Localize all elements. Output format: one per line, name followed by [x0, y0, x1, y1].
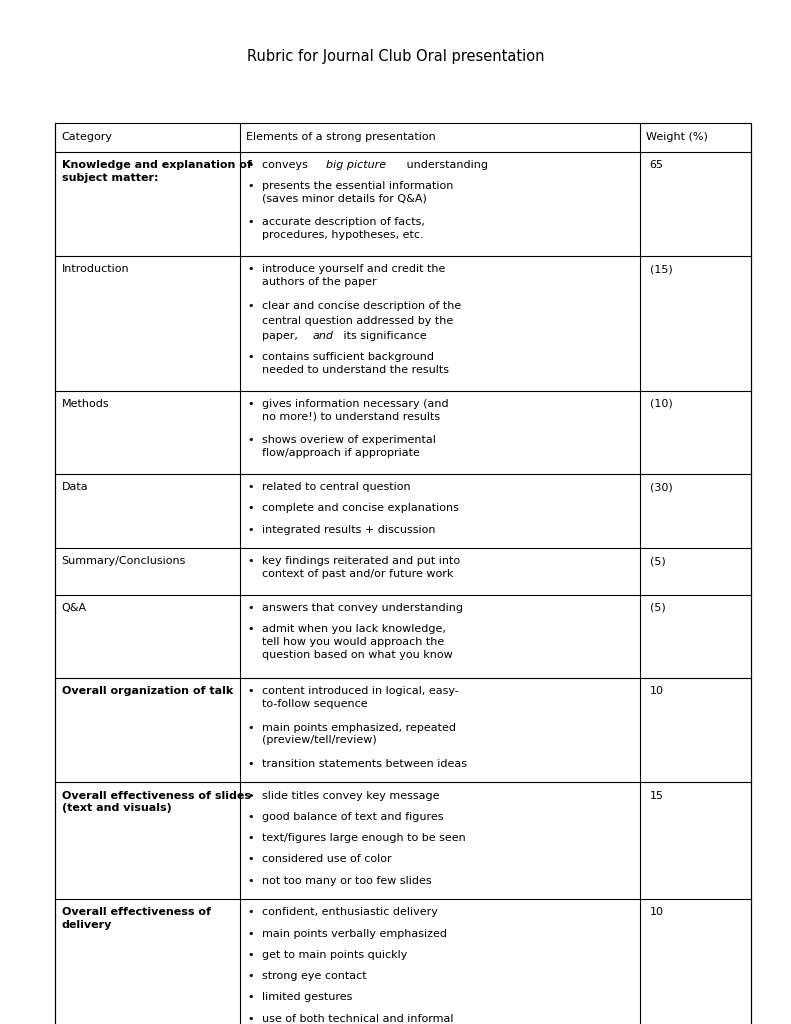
Text: accurate description of facts,
procedures, hypotheses, etc.: accurate description of facts, procedure… [262, 217, 425, 241]
Text: •: • [248, 160, 254, 170]
Text: key findings reiterated and put into
context of past and/or future work: key findings reiterated and put into con… [262, 556, 460, 579]
Text: •: • [248, 929, 254, 939]
Text: •: • [248, 992, 254, 1002]
Text: slide titles convey key message: slide titles convey key message [262, 791, 440, 801]
Text: and: and [312, 331, 334, 341]
Text: Q&A: Q&A [62, 603, 87, 613]
Text: •: • [248, 625, 254, 634]
Text: Category: Category [62, 132, 112, 142]
Text: •: • [248, 834, 254, 843]
Text: •: • [248, 1014, 254, 1024]
Text: get to main points quickly: get to main points quickly [262, 950, 407, 959]
Text: •: • [248, 812, 254, 822]
Text: related to central question: related to central question [262, 482, 411, 493]
Text: •: • [248, 504, 254, 513]
Text: text/figures large enough to be seen: text/figures large enough to be seen [262, 834, 466, 843]
Text: central question addressed by the: central question addressed by the [262, 315, 453, 326]
Text: •: • [248, 686, 254, 696]
Text: •: • [248, 482, 254, 493]
Text: (30): (30) [649, 482, 672, 493]
Text: (15): (15) [649, 264, 672, 274]
Text: admit when you lack knowledge,
tell how you would approach the
question based on: admit when you lack knowledge, tell how … [262, 625, 452, 659]
Text: gives information necessary (and
no more!) to understand results: gives information necessary (and no more… [262, 399, 448, 422]
Text: Data: Data [62, 482, 89, 493]
Text: •: • [248, 854, 254, 864]
Text: main points verbally emphasized: main points verbally emphasized [262, 929, 447, 939]
Text: •: • [248, 217, 254, 227]
Text: big picture: big picture [326, 160, 386, 170]
Text: •: • [248, 556, 254, 566]
Text: limited gestures: limited gestures [262, 992, 352, 1002]
Text: main points emphasized, repeated
(preview/tell/review): main points emphasized, repeated (previe… [262, 723, 456, 745]
Text: Overall effectiveness of slides
(text and visuals): Overall effectiveness of slides (text an… [62, 791, 251, 813]
Text: its significance: its significance [340, 331, 426, 341]
Text: (5): (5) [649, 603, 665, 613]
Text: transition statements between ideas: transition statements between ideas [262, 759, 467, 769]
Text: •: • [248, 603, 254, 613]
Text: •: • [248, 971, 254, 981]
Text: •: • [248, 524, 254, 535]
Text: paper,: paper, [262, 331, 301, 341]
Text: •: • [248, 264, 254, 274]
Text: conveys: conveys [262, 160, 312, 170]
Text: (5): (5) [649, 556, 665, 566]
Text: complete and concise explanations: complete and concise explanations [262, 504, 459, 513]
Text: •: • [248, 950, 254, 959]
Text: clear and concise description of the: clear and concise description of the [262, 301, 461, 310]
Text: Weight (%): Weight (%) [646, 132, 708, 142]
Text: integrated results + discussion: integrated results + discussion [262, 524, 436, 535]
Text: •: • [248, 876, 254, 886]
Text: •: • [248, 907, 254, 918]
Text: presents the essential information
(saves minor details for Q&A): presents the essential information (save… [262, 181, 453, 204]
Text: Rubric for Journal Club Oral presentation: Rubric for Journal Club Oral presentatio… [247, 49, 544, 63]
Text: •: • [248, 759, 254, 769]
Text: •: • [248, 399, 254, 409]
Text: •: • [248, 723, 254, 732]
Text: •: • [248, 435, 254, 445]
Text: 15: 15 [649, 791, 664, 801]
Text: Knowledge and explanation of
subject matter:: Knowledge and explanation of subject mat… [62, 160, 252, 182]
Text: shows overiew of experimental
flow/approach if appropriate: shows overiew of experimental flow/appro… [262, 435, 436, 458]
Text: Overall organization of talk: Overall organization of talk [62, 686, 233, 696]
Text: considered use of color: considered use of color [262, 854, 392, 864]
Text: answers that convey understanding: answers that convey understanding [262, 603, 463, 613]
Text: Overall effectiveness of
delivery: Overall effectiveness of delivery [62, 907, 210, 930]
Text: contains sufficient background
needed to understand the results: contains sufficient background needed to… [262, 352, 449, 375]
Text: confident, enthusiastic delivery: confident, enthusiastic delivery [262, 907, 438, 918]
Text: •: • [248, 352, 254, 362]
Text: Methods: Methods [62, 399, 109, 409]
Text: not too many or too few slides: not too many or too few slides [262, 876, 432, 886]
Text: good balance of text and figures: good balance of text and figures [262, 812, 444, 822]
Text: 10: 10 [649, 686, 664, 696]
Text: introduce yourself and credit the
authors of the paper: introduce yourself and credit the author… [262, 264, 445, 287]
Text: 65: 65 [649, 160, 664, 170]
Text: content introduced in logical, easy-
to-follow sequence: content introduced in logical, easy- to-… [262, 686, 459, 709]
Text: 10: 10 [649, 907, 664, 918]
Bar [55, 123, 751, 1024]
Text: understanding: understanding [403, 160, 488, 170]
Text: Introduction: Introduction [62, 264, 129, 274]
Text: •: • [248, 181, 254, 191]
Text: •: • [248, 301, 254, 310]
Text: Summary/Conclusions: Summary/Conclusions [62, 556, 186, 566]
Text: •: • [248, 791, 254, 801]
Text: strong eye contact: strong eye contact [262, 971, 366, 981]
Text: use of both technical and informal
language as appropriate: use of both technical and informal langu… [262, 1014, 453, 1024]
Text: (10): (10) [649, 399, 672, 409]
Text: Elements of a strong presentation: Elements of a strong presentation [246, 132, 436, 142]
